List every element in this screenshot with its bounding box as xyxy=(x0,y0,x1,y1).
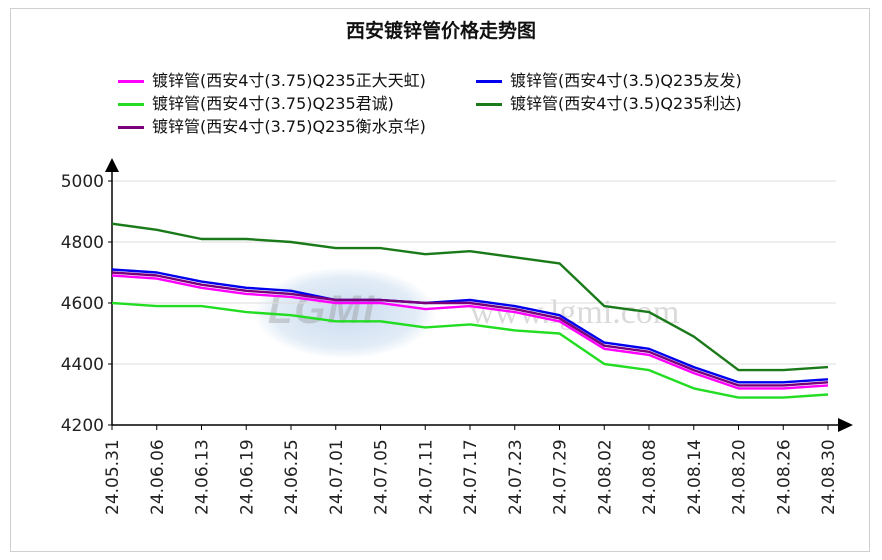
y-tick-label: 4800 xyxy=(61,233,104,253)
x-tick-label: 24.08.26 xyxy=(774,439,794,515)
series-line-2 xyxy=(111,268,829,384)
legend-swatch xyxy=(476,80,502,83)
y-axis-arrow xyxy=(105,158,119,172)
legend-label: 镀锌管(西安4寸(3.75)Q235君诚) xyxy=(152,94,394,113)
legend-label: 镀锌管(西安4寸(3.75)Q235正大天虹) xyxy=(152,71,426,90)
legend-label: 镀锌管(西安4寸(3.5)Q235利达) xyxy=(510,94,742,113)
x-tick-label: 24.07.29 xyxy=(551,439,571,515)
x-tick-label: 24.06.06 xyxy=(148,439,168,515)
watermark-logo-ellipse xyxy=(255,268,435,358)
y-tick-label: 4600 xyxy=(61,294,104,314)
legend-swatch xyxy=(476,103,502,106)
x-tick-label: 24.05.31 xyxy=(103,439,123,515)
x-tick-label: 24.06.13 xyxy=(193,439,213,515)
legend-swatch xyxy=(118,80,144,83)
chart-title: 西安镀锌管价格走势图 xyxy=(345,20,536,42)
series-line-3 xyxy=(111,301,829,399)
x-tick-label: 24.07.11 xyxy=(416,439,436,515)
x-axis-arrow xyxy=(838,418,853,432)
series-line-4 xyxy=(111,222,829,372)
watermark-logo: LGMI xyxy=(268,288,376,332)
legend-label: 镀锌管(西安4寸(3.5)Q235友发) xyxy=(510,71,742,90)
x-tick-label: 24.08.30 xyxy=(819,439,839,515)
y-tick-label: 4200 xyxy=(61,416,104,436)
legend-swatch xyxy=(118,126,144,129)
x-tick-label: 24.08.20 xyxy=(730,439,750,515)
series-line-5 xyxy=(111,271,829,387)
chart-frame xyxy=(10,8,870,552)
x-tick-label: 24.07.17 xyxy=(461,439,481,515)
x-tick-label: 24.08.14 xyxy=(685,439,705,515)
legend-label: 镀锌管(西安4寸(3.75)Q235衡水京华) xyxy=(152,117,426,136)
x-tick-label: 24.08.08 xyxy=(640,439,660,515)
x-tick-label: 24.07.05 xyxy=(372,439,392,515)
y-tick-label: 4400 xyxy=(61,355,104,375)
x-tick-label: 24.08.02 xyxy=(595,439,615,515)
series-line-1 xyxy=(111,274,829,390)
x-tick-label: 24.07.23 xyxy=(506,439,526,515)
legend-swatch xyxy=(118,103,144,106)
x-tick-label: 24.06.19 xyxy=(237,439,257,515)
x-tick-label: 24.07.01 xyxy=(327,439,347,515)
y-tick-label: 5000 xyxy=(61,172,104,192)
x-tick-label: 24.06.25 xyxy=(282,439,302,515)
